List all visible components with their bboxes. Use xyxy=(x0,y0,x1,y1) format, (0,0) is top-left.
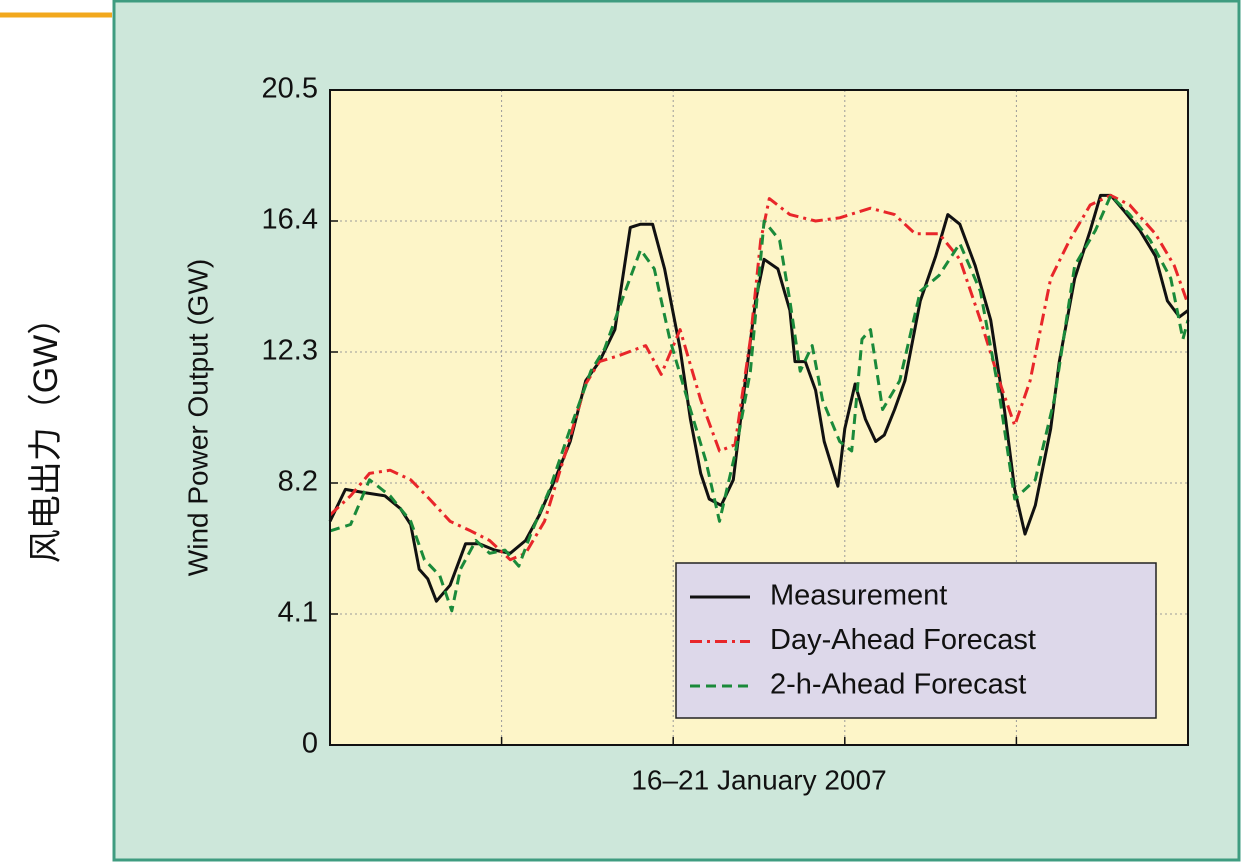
series-line xyxy=(329,193,1190,613)
y-tick-label: 16.4 xyxy=(262,204,318,236)
side-label: 风电出力（GW） xyxy=(27,301,65,564)
y-tick-label: 0 xyxy=(302,728,318,760)
legend-label: 2-h-Ahead Forecast xyxy=(770,669,1026,701)
legend: Measurement Day-Ahead Forecast 2-h-Ahead F… xyxy=(675,562,1157,719)
series-line xyxy=(328,193,1189,603)
legend-box xyxy=(675,562,1157,719)
y-tick-label: 4.1 xyxy=(278,597,318,629)
y-tick-label: 8.2 xyxy=(278,466,318,498)
x-axis-label: 16–21 January 2007 xyxy=(631,764,886,795)
legend-label: Day-Ahead Forecast xyxy=(770,624,1036,656)
series-line xyxy=(328,193,1190,562)
legend-label: Measurement xyxy=(770,580,947,612)
y-axis-label: Wind Power Output (GW) xyxy=(182,259,213,576)
plot-frame xyxy=(329,89,1189,746)
chart: 0 4.1 8.2 12.3 16.4 20.5 16–21 January 2007 Win… xyxy=(182,73,1190,795)
y-tick-label: 12.3 xyxy=(262,335,318,367)
y-tick-label: 20.5 xyxy=(262,73,318,105)
